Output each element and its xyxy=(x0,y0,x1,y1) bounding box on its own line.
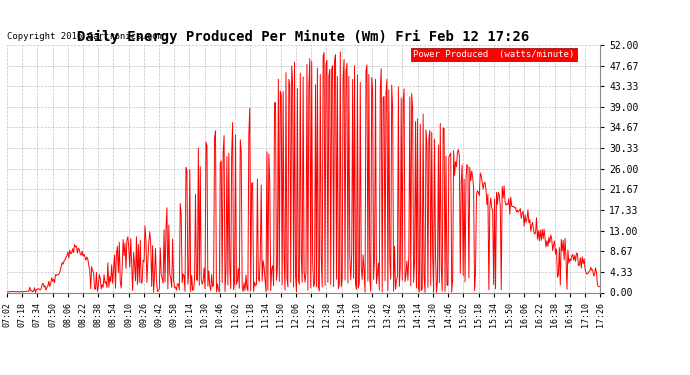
Text: Copyright 2016 Cartronics.com: Copyright 2016 Cartronics.com xyxy=(7,32,163,41)
Text: Power Produced  (watts/minute): Power Produced (watts/minute) xyxy=(413,50,575,59)
Title: Daily Energy Produced Per Minute (Wm) Fri Feb 12 17:26: Daily Energy Produced Per Minute (Wm) Fr… xyxy=(77,30,530,44)
